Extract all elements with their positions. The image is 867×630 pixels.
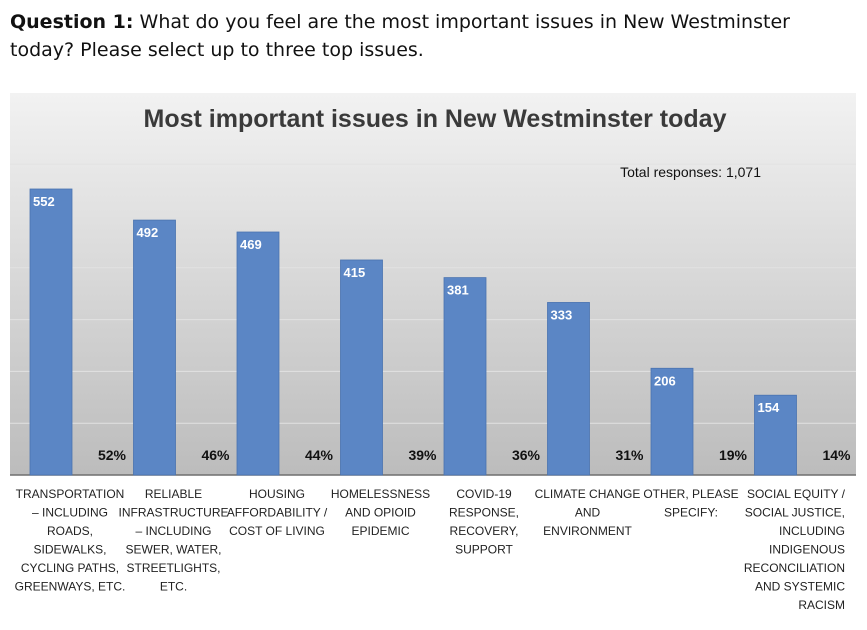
category-label-line: RACISM [798,598,845,612]
percent-label: 14% [822,447,851,463]
total-responses-annotation: Total responses: 1,071 [620,164,761,180]
category-labels: TRANSPORTATION – INCLUDING ROADS, SIDEWALKS… [15,487,846,612]
category-label-line: RECONCILIATION [744,561,845,575]
bar-value-label: 492 [137,225,159,240]
category-label-line: RESPONSE, [449,506,519,520]
bar-value-label: 415 [344,265,366,280]
percent-label: 39% [408,447,437,463]
bar [754,394,797,476]
category-label-line: SOCIAL JUSTICE, [745,506,845,520]
category-label-line: COVID-19 [456,487,512,501]
percent-label: 31% [615,447,644,463]
bar [133,219,176,476]
category-label-line: CYCLING PATHS, [21,561,119,575]
category-label-line: SEWER, WATER, [126,543,222,557]
category-label-line: AND SYSTEMIC [755,580,845,594]
category-label-line: – INCLUDING [135,524,211,538]
category-label-line: ROADS, [47,524,93,538]
category-label-line: AND [575,506,601,520]
bar [443,277,487,476]
question-text: Question 1: What do you feel are the mos… [10,8,850,64]
category-label-line: INDIGENOUS [769,543,845,557]
category-label-line: EPIDEMIC [351,524,409,538]
bar [547,302,590,476]
percent-label: 19% [719,447,748,463]
category-label-line: SPECIFY: [664,506,718,520]
category-label-line: INCLUDING [779,524,845,538]
category-label-line: HOUSING [249,487,305,501]
bars: 552 52% 492 46% 469 44% 415 39% 381 36% 333 31% 206 1… [29,188,851,476]
question-number: Question 1: [10,11,134,33]
category-label-line: SIDEWALKS, [34,543,107,557]
category-label-line: AFFORDABILITY / [227,506,328,520]
category-label-line: ETC. [160,580,187,594]
percent-label: 52% [98,447,127,463]
bar-value-label: 333 [551,307,573,322]
bar-value-label: 469 [240,237,262,252]
category-label-line: GREENWAYS, ETC. [15,580,126,594]
category-label-line: OTHER, PLEASE [643,487,738,501]
category-label-line: INFRASTRUCTURE [119,506,229,520]
chart-title: Most important issues in New Westminster… [144,105,727,133]
category-label-line: TRANSPORTATION [16,487,125,501]
category-label-line: SOCIAL EQUITY / [747,487,846,501]
category-label-line: HOMELESSNESS [331,487,430,501]
category-label-line: CLIMATE CHANGE [535,487,641,501]
category-label-line: – INCLUDING [32,506,108,520]
percent-label: 36% [512,447,541,463]
bar-value-label: 154 [758,400,780,415]
category-label-line: STREETLIGHTS, [126,561,220,575]
category-label-line: RELIABLE [145,487,202,501]
bar [236,231,280,476]
percent-label: 44% [305,447,334,463]
bar [340,259,383,476]
question-body: What do you feel are the most important … [10,11,790,61]
bar-value-label: 552 [33,194,55,209]
category-label-line: SUPPORT [455,543,513,557]
category-label-line: COST OF LIVING [229,524,325,538]
category-label-line: ENVIRONMENT [543,524,632,538]
category-label-line: RECOVERY, [450,524,519,538]
bar-chart: Most important issues in New Westminster… [10,93,856,612]
bar-value-label: 381 [447,283,469,298]
category-label-line: AND OPIOID [345,506,416,520]
chart-container: Most important issues in New Westminster… [10,93,856,623]
bar [29,188,73,476]
bar [650,367,694,476]
bar-value-label: 206 [654,373,676,388]
percent-label: 46% [201,447,230,463]
